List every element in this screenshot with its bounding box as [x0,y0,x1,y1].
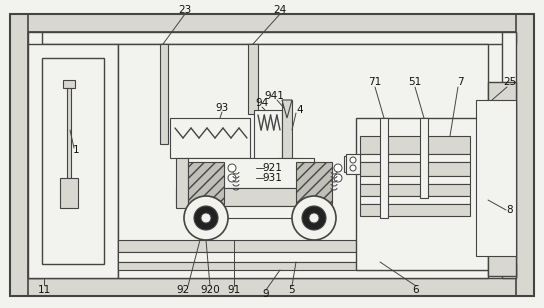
Circle shape [302,206,326,230]
Text: 8: 8 [506,205,514,215]
Bar [28,32,516,44]
Circle shape [194,206,218,230]
Bar [502,32,516,278]
Bar [356,118,488,270]
Circle shape [228,164,236,172]
Text: 6: 6 [413,285,419,295]
Polygon shape [282,100,292,118]
Text: 25: 25 [503,77,517,87]
Bar [488,82,516,276]
Bar [176,188,324,206]
Bar [170,118,250,158]
Bar [344,156,358,172]
Bar [282,100,292,176]
Bar [67,88,71,178]
Bar [28,44,118,278]
Bar [380,118,388,218]
Text: 71: 71 [368,77,382,87]
Bar [516,14,534,296]
Bar [254,110,282,162]
Text: 92: 92 [176,285,190,295]
Bar [10,14,534,32]
Bar [118,240,488,252]
Bar [360,154,470,162]
Bar [28,264,516,278]
Bar [160,44,168,144]
Bar [42,58,104,264]
Bar [118,262,488,270]
Circle shape [334,174,342,182]
Bar [420,118,428,198]
Bar [346,154,360,174]
Bar [360,184,470,196]
Bar [188,162,224,204]
Text: 4: 4 [296,105,304,115]
Text: 93: 93 [215,103,228,113]
Bar [248,44,258,114]
Text: 51: 51 [409,77,422,87]
Text: 24: 24 [274,5,287,15]
Bar [360,204,470,216]
Circle shape [350,165,356,171]
Text: 94: 94 [255,98,269,108]
Bar [60,178,78,208]
Text: 5: 5 [289,285,295,295]
Circle shape [201,213,211,223]
Circle shape [350,157,356,163]
Circle shape [228,174,236,182]
Bar [476,100,516,256]
Bar [10,14,28,296]
Circle shape [184,196,228,240]
Circle shape [334,164,342,172]
Bar [176,158,188,208]
Circle shape [292,196,336,240]
Bar [360,196,470,204]
Bar [360,162,470,176]
Text: 941: 941 [264,91,284,101]
Bar [360,136,470,154]
Text: 7: 7 [456,77,463,87]
Bar [360,176,470,184]
Bar [186,206,314,218]
Bar [63,80,75,88]
Text: 9: 9 [263,289,269,299]
Text: 920: 920 [200,285,220,295]
Bar [28,32,42,278]
Text: 91: 91 [227,285,240,295]
Bar [278,158,296,166]
Text: 921: 921 [262,163,282,173]
Text: 23: 23 [178,5,191,15]
Bar [10,278,534,296]
Bar [296,162,332,204]
Bar [118,44,488,278]
Text: 1: 1 [73,145,79,155]
Bar [186,158,314,188]
Circle shape [309,213,319,223]
Text: 931: 931 [262,173,282,183]
Text: 11: 11 [38,285,51,295]
Bar [118,252,488,262]
